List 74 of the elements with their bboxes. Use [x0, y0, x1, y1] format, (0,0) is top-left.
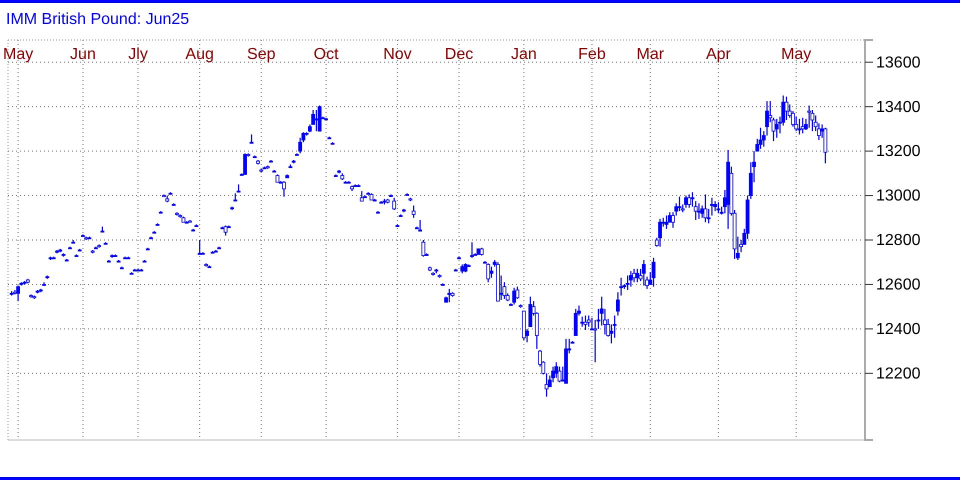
y-tick-label: 13200 — [876, 143, 921, 160]
candlestick — [486, 262, 490, 283]
candlestick — [697, 202, 701, 220]
candlestick — [619, 277, 624, 296]
x-tick-label: Feb — [578, 46, 606, 63]
candlestick — [628, 270, 633, 288]
candlestick — [626, 274, 630, 291]
chart-title: IMM British Pound: Jun25 — [6, 11, 190, 28]
x-tick-label: Apr — [706, 46, 732, 63]
candlestick — [652, 257, 656, 288]
candlestick — [642, 259, 646, 286]
candlestick — [632, 268, 636, 283]
candlestick — [421, 239, 426, 258]
candlestick — [314, 109, 318, 132]
candlestick — [810, 109, 814, 132]
x-tick-label: Nov — [383, 46, 412, 63]
candlestick — [233, 192, 238, 202]
candlestick — [713, 200, 718, 212]
candlestick — [447, 288, 452, 303]
y-tick-label: 12800 — [876, 232, 921, 250]
candlestick — [512, 287, 516, 306]
candlestick — [658, 218, 662, 248]
candlestick — [360, 190, 364, 202]
candlestick — [758, 127, 762, 150]
candlestick — [678, 196, 682, 212]
x-tick-label: Dec — [444, 46, 474, 63]
candlestick — [574, 308, 578, 336]
candlestick — [716, 202, 720, 214]
x-tick-label: Oct — [314, 46, 340, 63]
y-tick-label: 13400 — [876, 98, 921, 116]
candlestick — [224, 224, 228, 236]
candlestick — [298, 137, 302, 154]
candlestick — [198, 239, 202, 256]
candlestick — [584, 314, 588, 331]
x-tick-label: Jun — [70, 46, 96, 63]
candlestick — [684, 194, 688, 208]
y-tick-label: 12600 — [876, 276, 921, 294]
candlestick — [664, 214, 668, 230]
y-tick-label: 12200 — [876, 365, 921, 382]
x-tick-label: Aug — [185, 46, 214, 63]
candlestick — [798, 118, 802, 136]
y-tick-label: 13600 — [876, 54, 921, 72]
candlestick — [392, 197, 396, 211]
x-tick-label: Jly — [128, 46, 148, 63]
x-tick-label: May — [781, 46, 812, 63]
x-tick-label: Jan — [510, 46, 537, 63]
candlestick — [528, 296, 532, 328]
x-tick-label: Sep — [247, 46, 276, 63]
candlestick — [282, 180, 286, 198]
candlestick — [784, 96, 788, 121]
candlestick — [470, 242, 474, 258]
y-tick-label: 12400 — [876, 321, 921, 338]
candlestick — [418, 219, 422, 232]
candlestick — [823, 127, 828, 164]
x-tick-label: Mar — [636, 46, 665, 63]
candlestick — [243, 152, 247, 176]
candlestick — [590, 317, 594, 331]
candlestick — [710, 197, 714, 216]
candlestick — [807, 104, 812, 128]
candlestick — [16, 284, 20, 302]
candlestick — [690, 192, 694, 208]
candlestick — [551, 366, 555, 383]
candlestick — [704, 194, 708, 223]
candlestick — [616, 292, 620, 316]
candlestick — [490, 266, 494, 278]
candlestick — [558, 366, 562, 383]
candlestick — [544, 372, 548, 398]
candlestick — [687, 194, 692, 208]
candlestick — [774, 118, 779, 138]
x-tick-label: May — [2, 46, 34, 63]
candlestick — [586, 314, 591, 328]
candlestick — [412, 204, 416, 218]
candlestick — [765, 100, 769, 136]
y-tick-label: 13000 — [876, 188, 921, 205]
